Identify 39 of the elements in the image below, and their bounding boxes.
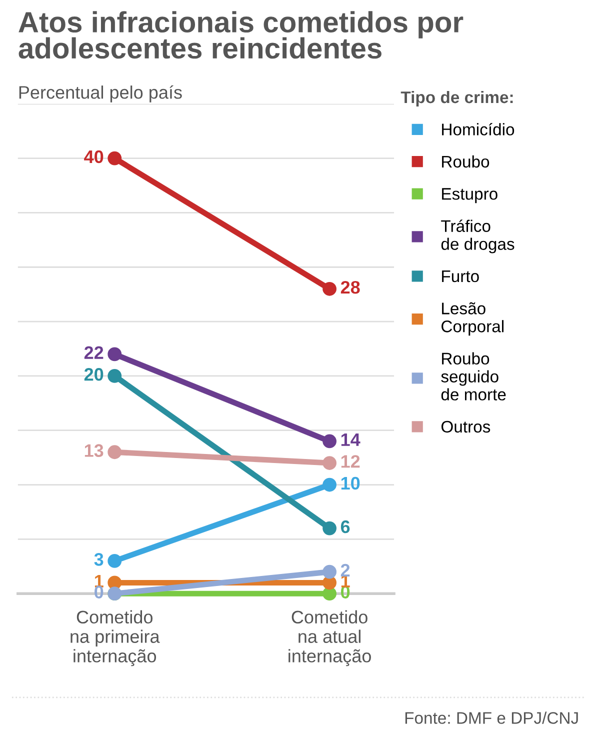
legend-label: Homicídio	[442, 122, 514, 136]
point	[322, 434, 336, 448]
x-tick-label: Cometido na atual internação	[288, 610, 371, 666]
data-label: 22	[84, 346, 104, 359]
source-note: Fonte: DMF e DPJ/CNJ	[405, 712, 578, 724]
point	[322, 564, 336, 579]
point	[108, 445, 122, 460]
data-label: 12	[341, 455, 360, 468]
chart-subtitle: Percentual pelo país	[19, 85, 182, 102]
chart-title: Atos infracionais cometidos por adolescentes reincidentes	[18, 11, 464, 59]
point	[322, 521, 336, 536]
legend-title: Tipo de crime:	[400, 90, 513, 106]
point	[322, 478, 336, 492]
legend-label: Estupro	[442, 188, 498, 204]
legend-label: Roubo	[442, 155, 490, 168]
x-tick-label: Cometido na primeira internação	[70, 610, 160, 666]
point	[108, 554, 122, 568]
point	[322, 282, 336, 296]
point	[108, 347, 122, 362]
data-label: 3	[94, 553, 104, 566]
point	[108, 369, 122, 383]
data-label: 28	[340, 280, 360, 294]
data-label: 6	[340, 520, 350, 534]
data-label: 10	[341, 476, 360, 490]
point	[322, 586, 336, 601]
data-label: 0	[94, 586, 104, 598]
point	[108, 151, 122, 166]
legend-label: Outros	[441, 420, 490, 433]
data-label: 20	[84, 368, 104, 381]
legend-label: Lesão Corporal	[442, 302, 504, 336]
data-label: 13	[84, 444, 104, 457]
legend-label: Furto	[442, 270, 479, 282]
point	[322, 456, 336, 470]
data-label: 40	[84, 150, 104, 164]
legend-label: Tráfico de drogas	[441, 220, 514, 254]
legend-label: Roubo seguido de morte	[441, 352, 506, 400]
data-label: 14	[341, 433, 360, 446]
point	[322, 576, 336, 590]
data-label: 2	[340, 564, 350, 577]
